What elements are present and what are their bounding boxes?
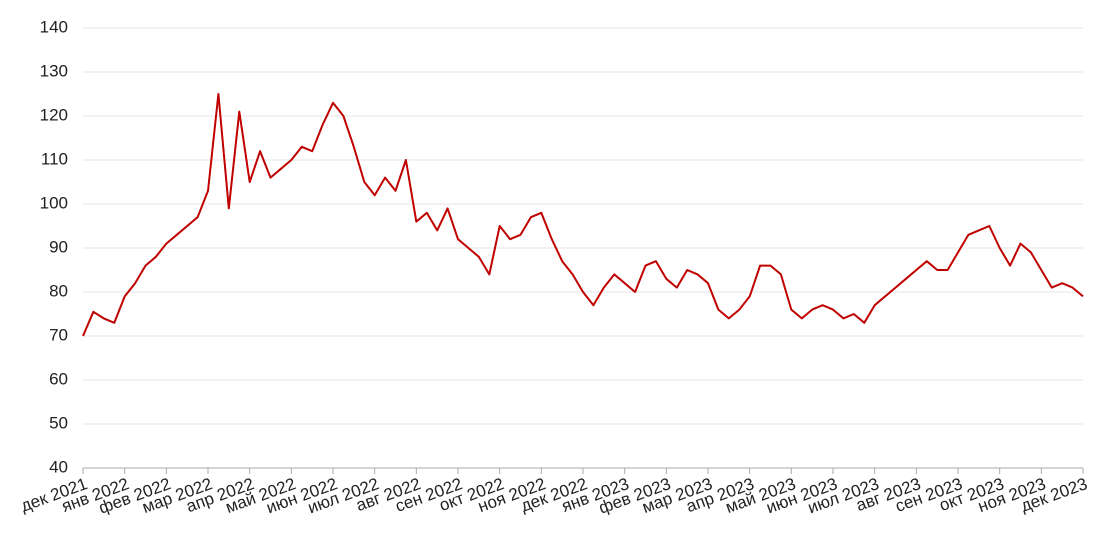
- y-tick-label: 40: [49, 457, 68, 476]
- y-tick-label: 110: [41, 149, 68, 168]
- y-tick-label: 70: [49, 325, 68, 344]
- y-tick-label: 140: [40, 17, 68, 36]
- y-tick-label: 50: [49, 413, 68, 432]
- y-tick-label: 90: [49, 237, 68, 256]
- y-tick-label: 80: [49, 281, 68, 300]
- y-tick-label: 130: [40, 61, 68, 80]
- line-series: [82, 93, 1084, 337]
- y-tick-label: 100: [40, 193, 68, 212]
- y-tick-label: 60: [49, 369, 68, 388]
- y-tick-label: 120: [40, 105, 68, 124]
